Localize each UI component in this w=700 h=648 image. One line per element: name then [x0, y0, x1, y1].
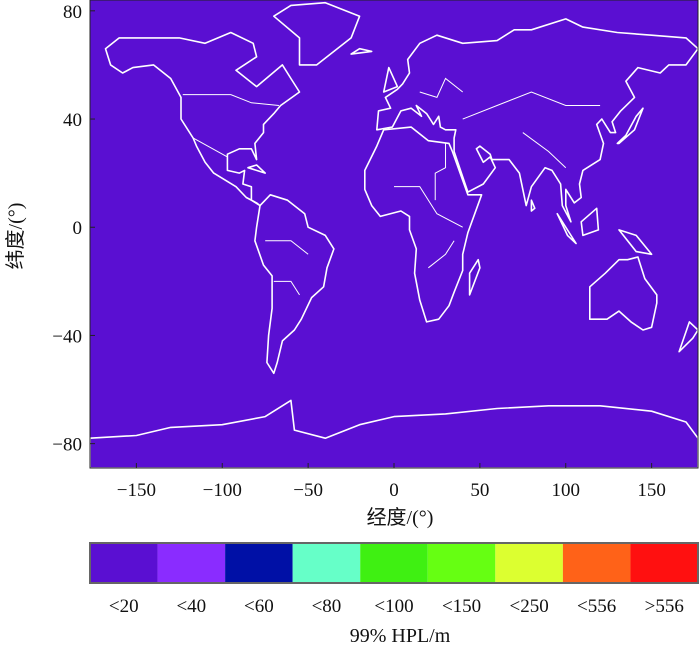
coastline [556, 212, 577, 245]
colorbar-tick-label: <60 [244, 596, 274, 617]
colorbar-swatch [630, 543, 698, 583]
colorbar-frame [89, 542, 699, 584]
map-field [90, 0, 698, 468]
y-axis-label: 纬度/(°) [4, 203, 27, 270]
y-tick-label: −80 [52, 435, 82, 456]
coastline [618, 229, 653, 256]
colorbar-swatch [495, 543, 563, 583]
x-axis: −150 −100 −50 0 50 100 150 [117, 463, 666, 501]
coastline [376, 18, 699, 223]
country-border [182, 94, 279, 107]
country-border [273, 280, 300, 296]
colorbar-swatch [292, 543, 361, 583]
colorbar-tick-label: >556 [645, 596, 684, 617]
x-tick-label: 50 [470, 480, 489, 501]
colorbar-tick-label: <556 [577, 596, 616, 617]
country-border [419, 77, 464, 98]
colorbar-swatch [157, 543, 226, 583]
country-border [192, 137, 228, 158]
x-tick-label: 0 [389, 480, 399, 501]
coastline [382, 66, 399, 93]
colorbar-swatch [225, 543, 293, 583]
y-tick-label: −40 [52, 326, 82, 347]
country-border [265, 240, 309, 255]
colorbar-tick-label: <40 [176, 596, 206, 617]
coastline [580, 207, 600, 237]
country-border [434, 143, 447, 201]
y-axis: 80 40 0 −40 −80 [52, 2, 95, 456]
colorbar-tick-label: <80 [312, 596, 342, 617]
coastline [616, 107, 644, 145]
country-border [462, 91, 601, 120]
colorbar-tick-label: <20 [109, 596, 139, 617]
country-border [428, 240, 455, 269]
coastline [104, 31, 301, 207]
x-tick-label: 150 [637, 480, 666, 501]
colorbar-swatch [360, 543, 428, 583]
coastline [247, 164, 266, 174]
coastline [468, 258, 481, 296]
coastline [364, 126, 483, 323]
x-tick-label: −50 [293, 480, 323, 501]
colorbar-tick-label: <150 [442, 596, 481, 617]
colorbar-swatch [90, 543, 158, 583]
x-tick-label: 100 [552, 480, 581, 501]
colorbar-swatch [427, 543, 496, 583]
y-tick-label: 80 [63, 2, 82, 23]
country-border [522, 132, 567, 169]
coastline [273, 1, 361, 66]
colorbar-tick-label: <100 [374, 596, 413, 617]
coastline [589, 256, 658, 331]
x-tick-label: −150 [117, 480, 156, 501]
y-tick-label: 40 [63, 110, 82, 131]
colorbar: <20 <40 <60 <80 <100 <150 <250 <556 >556 [89, 542, 699, 617]
colorbar-swatch [562, 543, 631, 583]
coastline [350, 47, 373, 55]
y-tick-label: 0 [73, 218, 83, 239]
country-border [394, 186, 463, 228]
coastline [530, 199, 536, 212]
colorbar-tick-label: <250 [510, 596, 549, 617]
x-tick-label: −100 [203, 480, 242, 501]
x-axis-label: 经度/(°) [367, 506, 434, 529]
colorbar-label: 99% HPL/m [350, 625, 451, 647]
coastline [254, 194, 335, 375]
coastline [89, 399, 699, 469]
